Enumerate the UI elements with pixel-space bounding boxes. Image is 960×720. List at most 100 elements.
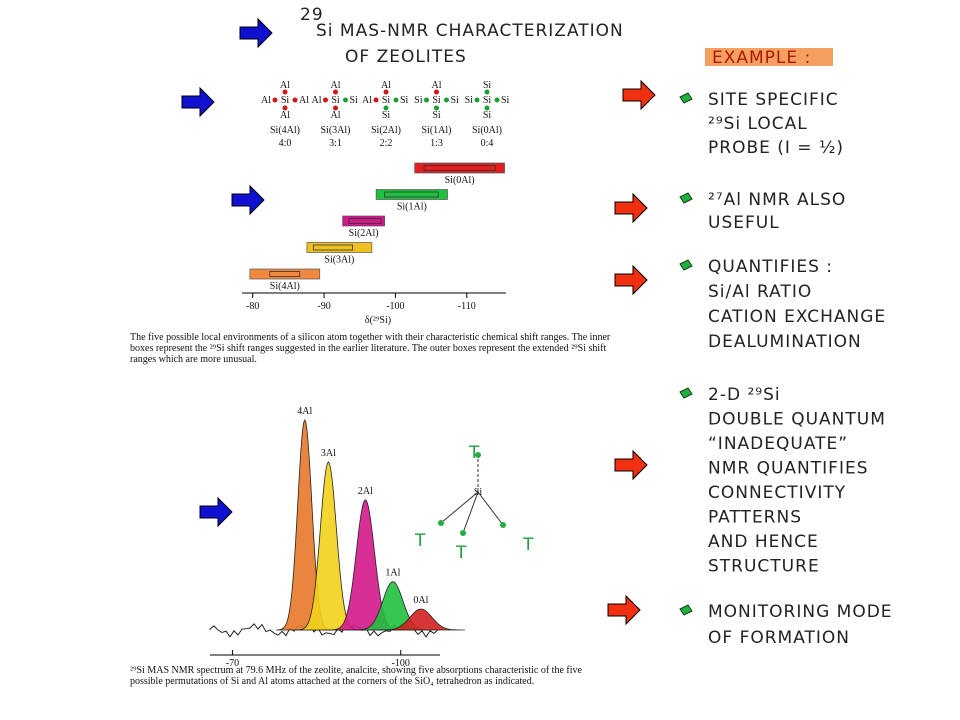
bullet xyxy=(679,192,693,204)
blue-arrow xyxy=(199,496,233,528)
note-line: CONNECTIVITY xyxy=(708,483,846,503)
bond-dot xyxy=(474,97,480,103)
bond-dot xyxy=(393,97,399,103)
peak-label: 0Al xyxy=(413,595,428,606)
title: OF ZEOLITES xyxy=(345,47,467,67)
note-line: SITE SPECIFIC xyxy=(708,90,839,110)
bond-dot xyxy=(282,89,288,95)
note-line: USEFUL xyxy=(708,213,780,233)
inner-range xyxy=(312,244,353,251)
blue-arrow xyxy=(181,86,215,118)
atom-label: Si xyxy=(501,95,510,106)
atom-label: Si xyxy=(483,80,492,91)
note-line: QUANTIFIES : xyxy=(708,257,833,277)
environment-ratio: 3:1 xyxy=(329,138,342,149)
outer-range xyxy=(414,162,505,174)
note-line: ²⁷Al NMR ALSO xyxy=(708,190,846,210)
bond-dot xyxy=(444,97,449,103)
bond-dot xyxy=(383,105,389,111)
x-axis-label: δ(²⁹Si) xyxy=(365,315,391,326)
x-tick-label: -90 xyxy=(317,301,330,312)
atom-label: Si xyxy=(483,95,492,106)
range-label: Si(0Al) xyxy=(445,175,475,186)
x-tick-label: -100 xyxy=(392,658,410,669)
bond-dot xyxy=(424,97,429,103)
range-label: Si(2Al) xyxy=(349,228,379,239)
bond xyxy=(440,491,479,524)
environment-ratio: 1:3 xyxy=(430,138,443,149)
peak-label: 4Al xyxy=(297,406,312,417)
atom-label: Al xyxy=(299,95,309,106)
environment-name: Si(4Al) xyxy=(270,125,300,136)
note-line: PATTERNS xyxy=(708,508,802,528)
tetra-corner: T xyxy=(468,443,480,463)
red-arrow xyxy=(607,594,641,626)
bullet xyxy=(679,92,693,104)
atom-label: Si xyxy=(432,110,441,121)
environment-ratio: 4:0 xyxy=(279,138,292,149)
atom-label: Al xyxy=(362,95,372,106)
tetra-corner: T xyxy=(522,535,534,555)
caption: ²⁹Si MAS NMR spectrum at 79.6 MHz of the… xyxy=(130,665,582,687)
note-line: OF FORMATION xyxy=(708,628,850,648)
note-line: DEALUMINATION xyxy=(708,332,862,352)
note-line: PROBE (I = ½) xyxy=(708,138,844,158)
red-arrow xyxy=(614,449,648,481)
environment-ratio: 0:4 xyxy=(481,138,494,149)
bond-dot xyxy=(434,105,439,111)
caption: The five possible local environments of … xyxy=(130,332,611,365)
atom-label: Al xyxy=(432,80,442,91)
red-arrow xyxy=(614,264,648,296)
x-tick-label: -80 xyxy=(246,301,259,312)
notes-header: EXAMPLE : xyxy=(712,48,811,68)
outer-range xyxy=(375,189,448,200)
note-line: “INADEQUATE” xyxy=(708,434,848,454)
red-arrow xyxy=(622,79,656,111)
inner-range xyxy=(348,218,382,224)
bond-dot xyxy=(343,97,348,103)
oxygen-dot xyxy=(438,520,444,526)
environment-name: Si(2Al) xyxy=(371,125,401,136)
atom-label: Si xyxy=(382,110,391,121)
bond-dot xyxy=(292,97,298,103)
note-line: AND HENCE xyxy=(708,532,819,552)
atom-label: Si xyxy=(331,95,340,106)
inner-range xyxy=(269,271,301,277)
atom-label: Si xyxy=(414,95,423,106)
bond-dot xyxy=(494,97,500,103)
bullet xyxy=(679,259,693,271)
atom-label: Si xyxy=(350,95,359,106)
atom-label: Al xyxy=(331,80,341,91)
note-line: MONITORING MODE xyxy=(708,602,893,622)
oxygen-dot xyxy=(500,522,506,528)
bullet xyxy=(679,387,693,399)
bond-dot xyxy=(272,97,278,103)
atom-label: Al xyxy=(280,110,290,121)
arrows xyxy=(181,17,656,626)
peak-label: 3Al xyxy=(321,448,336,459)
x-tick-label: -110 xyxy=(458,301,476,312)
outer-range xyxy=(342,215,386,227)
atom-label: Al xyxy=(381,80,391,91)
title-sup: 29 xyxy=(300,5,324,25)
peak-label: 1Al xyxy=(385,568,400,579)
outer-range xyxy=(306,242,373,253)
note-line: CATION EXCHANGE xyxy=(708,307,886,327)
atom-label: Si xyxy=(400,95,409,106)
peak-label: 2Al xyxy=(358,486,373,497)
tetra-corner: T xyxy=(455,543,467,563)
atom-label: Si xyxy=(465,95,474,106)
environment-name: Si(1Al) xyxy=(422,125,452,136)
atom-label: Al xyxy=(312,95,322,106)
note-line: DOUBLE QUANTUM xyxy=(708,410,886,430)
note-line: 2-D ²⁹Si xyxy=(708,385,781,405)
note-line: STRUCTURE xyxy=(708,557,820,577)
oxygen-dot xyxy=(475,452,481,458)
bond-dot xyxy=(373,97,379,103)
bond-dot xyxy=(333,89,338,95)
blue-arrow xyxy=(231,184,265,216)
oxygen-dot xyxy=(460,530,466,536)
bond xyxy=(462,491,479,534)
